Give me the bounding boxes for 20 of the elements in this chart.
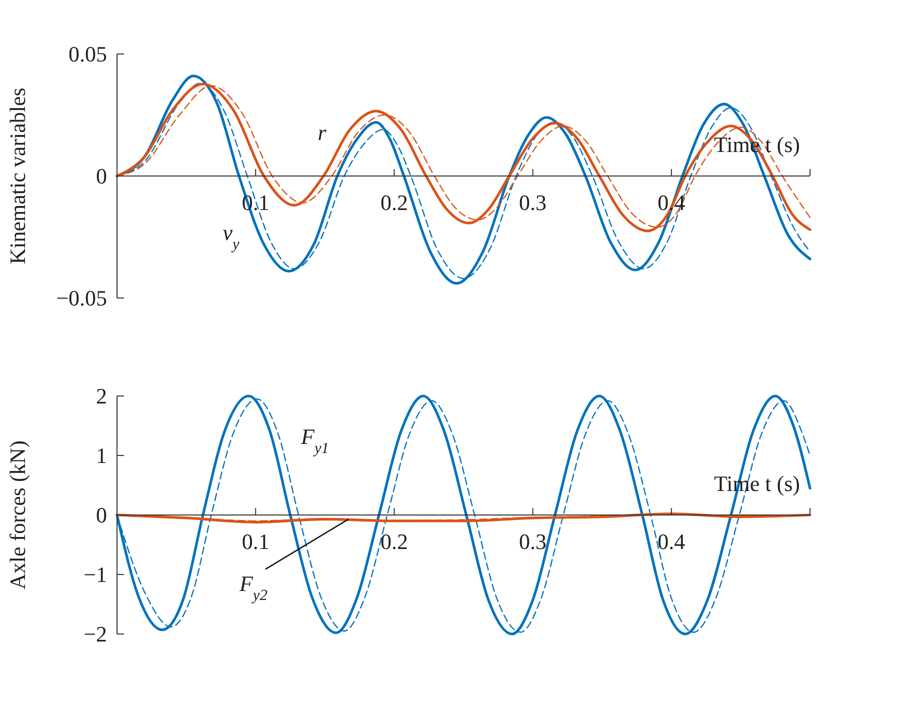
y-axis-title: Kinematic variables bbox=[5, 88, 30, 264]
y-tick-label: 0.05 bbox=[68, 42, 107, 67]
y-tick-label: −2 bbox=[84, 622, 107, 647]
y-tick-label: 0 bbox=[96, 164, 107, 189]
x-tick-label: 0.3 bbox=[519, 190, 547, 215]
x-tick-label: 0.3 bbox=[519, 529, 547, 554]
x-tick-label: 0.2 bbox=[380, 529, 408, 554]
x-tick-label: 0.2 bbox=[380, 190, 408, 215]
x-tick-label: 0.4 bbox=[658, 529, 686, 554]
annotation: r bbox=[318, 120, 327, 145]
y-tick-label: −1 bbox=[84, 562, 107, 588]
y-axis-title: Axle forces (kN) bbox=[5, 440, 30, 590]
x-tick-label: 0.1 bbox=[242, 529, 270, 554]
annotation: F$_{y1}$ bbox=[300, 424, 329, 456]
annotation: v$_{y}$ bbox=[222, 220, 240, 252]
annotation: F$_{y2}$ bbox=[238, 571, 268, 604]
y-tick-label: 0 bbox=[96, 502, 107, 528]
y-tick-label: 1 bbox=[96, 443, 107, 468]
y-tick-label: −0.05 bbox=[56, 286, 107, 311]
y-tick-label: 2 bbox=[96, 384, 107, 409]
